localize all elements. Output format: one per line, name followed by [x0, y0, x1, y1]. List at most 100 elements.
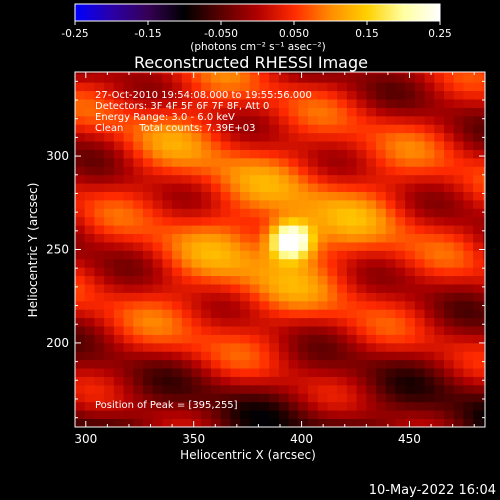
heatmap-cell: [346, 132, 357, 142]
heatmap-cell: [308, 191, 319, 201]
heatmap-cell: [133, 233, 144, 243]
heatmap-cell: [395, 351, 406, 361]
heatmap-cell: [395, 317, 406, 327]
heatmap-cell: [210, 376, 222, 386]
heatmap-cell: [453, 250, 464, 260]
heatmap-cell: [220, 334, 231, 344]
heatmap-cell: [278, 99, 290, 108]
heatmap-cell: [453, 166, 464, 176]
heatmap-cell: [395, 284, 406, 293]
heatmap-cell: [288, 115, 299, 125]
heatmap-cell: [405, 292, 416, 302]
heatmap-cell: [181, 225, 192, 235]
heatmap-cell: [230, 393, 241, 403]
heatmap-cell: [123, 351, 134, 361]
heatmap-cell: [84, 242, 95, 251]
heatmap-cell: [220, 258, 231, 268]
heatmap-cell: [269, 90, 280, 100]
heatmap-cell: [308, 99, 319, 108]
heatmap-cell: [75, 309, 86, 319]
heatmap-cell: [327, 326, 338, 335]
heatmap-cell: [240, 342, 251, 352]
heatmap-cell: [278, 216, 290, 226]
heatmap-cell: [337, 115, 348, 125]
heatmap-cell: [473, 309, 484, 319]
heatmap-cell: [278, 90, 290, 100]
heatmap-cell: [414, 208, 425, 218]
heatmap-cell: [240, 384, 251, 394]
heatmap-cell: [181, 359, 192, 369]
heatmap-cell: [104, 72, 115, 75]
heatmap-cell: [317, 216, 328, 226]
heatmap-cell: [240, 359, 251, 369]
heatmap-cell: [142, 359, 154, 369]
heatmap-cell: [346, 82, 357, 92]
heatmap-cell: [269, 309, 280, 319]
heatmap-cell: [434, 284, 445, 293]
heatmap-cell: [317, 359, 328, 369]
heatmap-cell: [123, 309, 134, 319]
heatmap-cell: [210, 258, 222, 268]
heatmap-cell: [240, 149, 251, 159]
heatmap-cell: [172, 107, 183, 117]
heatmap-cell: [405, 368, 416, 377]
heatmap-cell: [269, 132, 280, 142]
heatmap-cell: [346, 157, 357, 167]
heatmap-cell: [434, 309, 445, 319]
heatmap-cell: [133, 183, 144, 192]
heatmap-cell: [414, 82, 425, 92]
heatmap-cell: [434, 242, 445, 251]
heatmap-cell: [123, 199, 134, 209]
heatmap-cell: [201, 107, 212, 117]
heatmap-cell: [385, 73, 396, 83]
heatmap-cell: [308, 90, 319, 100]
heatmap-cell: [366, 393, 377, 403]
heatmap-cell: [453, 326, 464, 335]
heatmap-cell: [385, 166, 396, 176]
heatmap-cell: [210, 115, 222, 125]
heatmap-cell: [220, 183, 231, 192]
heatmap-cell: [317, 267, 328, 277]
heatmap-cell: [278, 342, 290, 352]
heatmap-cell: [453, 72, 464, 75]
heatmap-cell: [210, 351, 222, 361]
heatmap-cell: [240, 368, 251, 377]
heatmap-cell: [298, 258, 309, 268]
heatmap-cell: [220, 401, 231, 411]
heatmap-cell: [172, 99, 183, 108]
heatmap-cell: [240, 199, 251, 209]
heatmap-cell: [424, 149, 435, 159]
heatmap-cell: [104, 401, 115, 411]
heatmap-cell: [113, 73, 124, 83]
heatmap-cell: [220, 309, 231, 319]
heatmap-cell: [259, 275, 270, 285]
heatmap-cell: [424, 384, 435, 394]
heatmap-cell: [376, 376, 387, 386]
heatmap-cell: [269, 242, 280, 251]
heatmap-cell: [434, 132, 445, 142]
heatmap-cell: [434, 418, 445, 427]
heatmap-cell: [385, 149, 396, 159]
heatmap-cell: [230, 384, 241, 394]
heatmap-cell: [133, 250, 144, 260]
heatmap-cell: [308, 275, 319, 285]
heatmap-cell: [162, 166, 173, 176]
heatmap-cell: [444, 393, 455, 403]
heatmap-cell: [152, 233, 163, 243]
heatmap-cell: [434, 149, 445, 159]
heatmap-cell: [414, 73, 425, 83]
heatmap-cell: [104, 317, 115, 327]
heatmap-cell: [298, 183, 309, 192]
heatmap-cell: [288, 149, 299, 159]
heatmap-cell: [133, 267, 144, 277]
heatmap-cell: [385, 107, 396, 117]
heatmap-cell: [405, 284, 416, 293]
heatmap-cell: [346, 376, 357, 386]
heatmap-cell: [278, 174, 290, 184]
heatmap-cell: [269, 191, 280, 201]
heatmap-cell: [346, 275, 357, 285]
heatmap-cell: [317, 384, 328, 394]
heatmap-cell: [94, 376, 105, 386]
heatmap-cell: [123, 410, 134, 419]
heatmap-cell: [259, 410, 270, 419]
